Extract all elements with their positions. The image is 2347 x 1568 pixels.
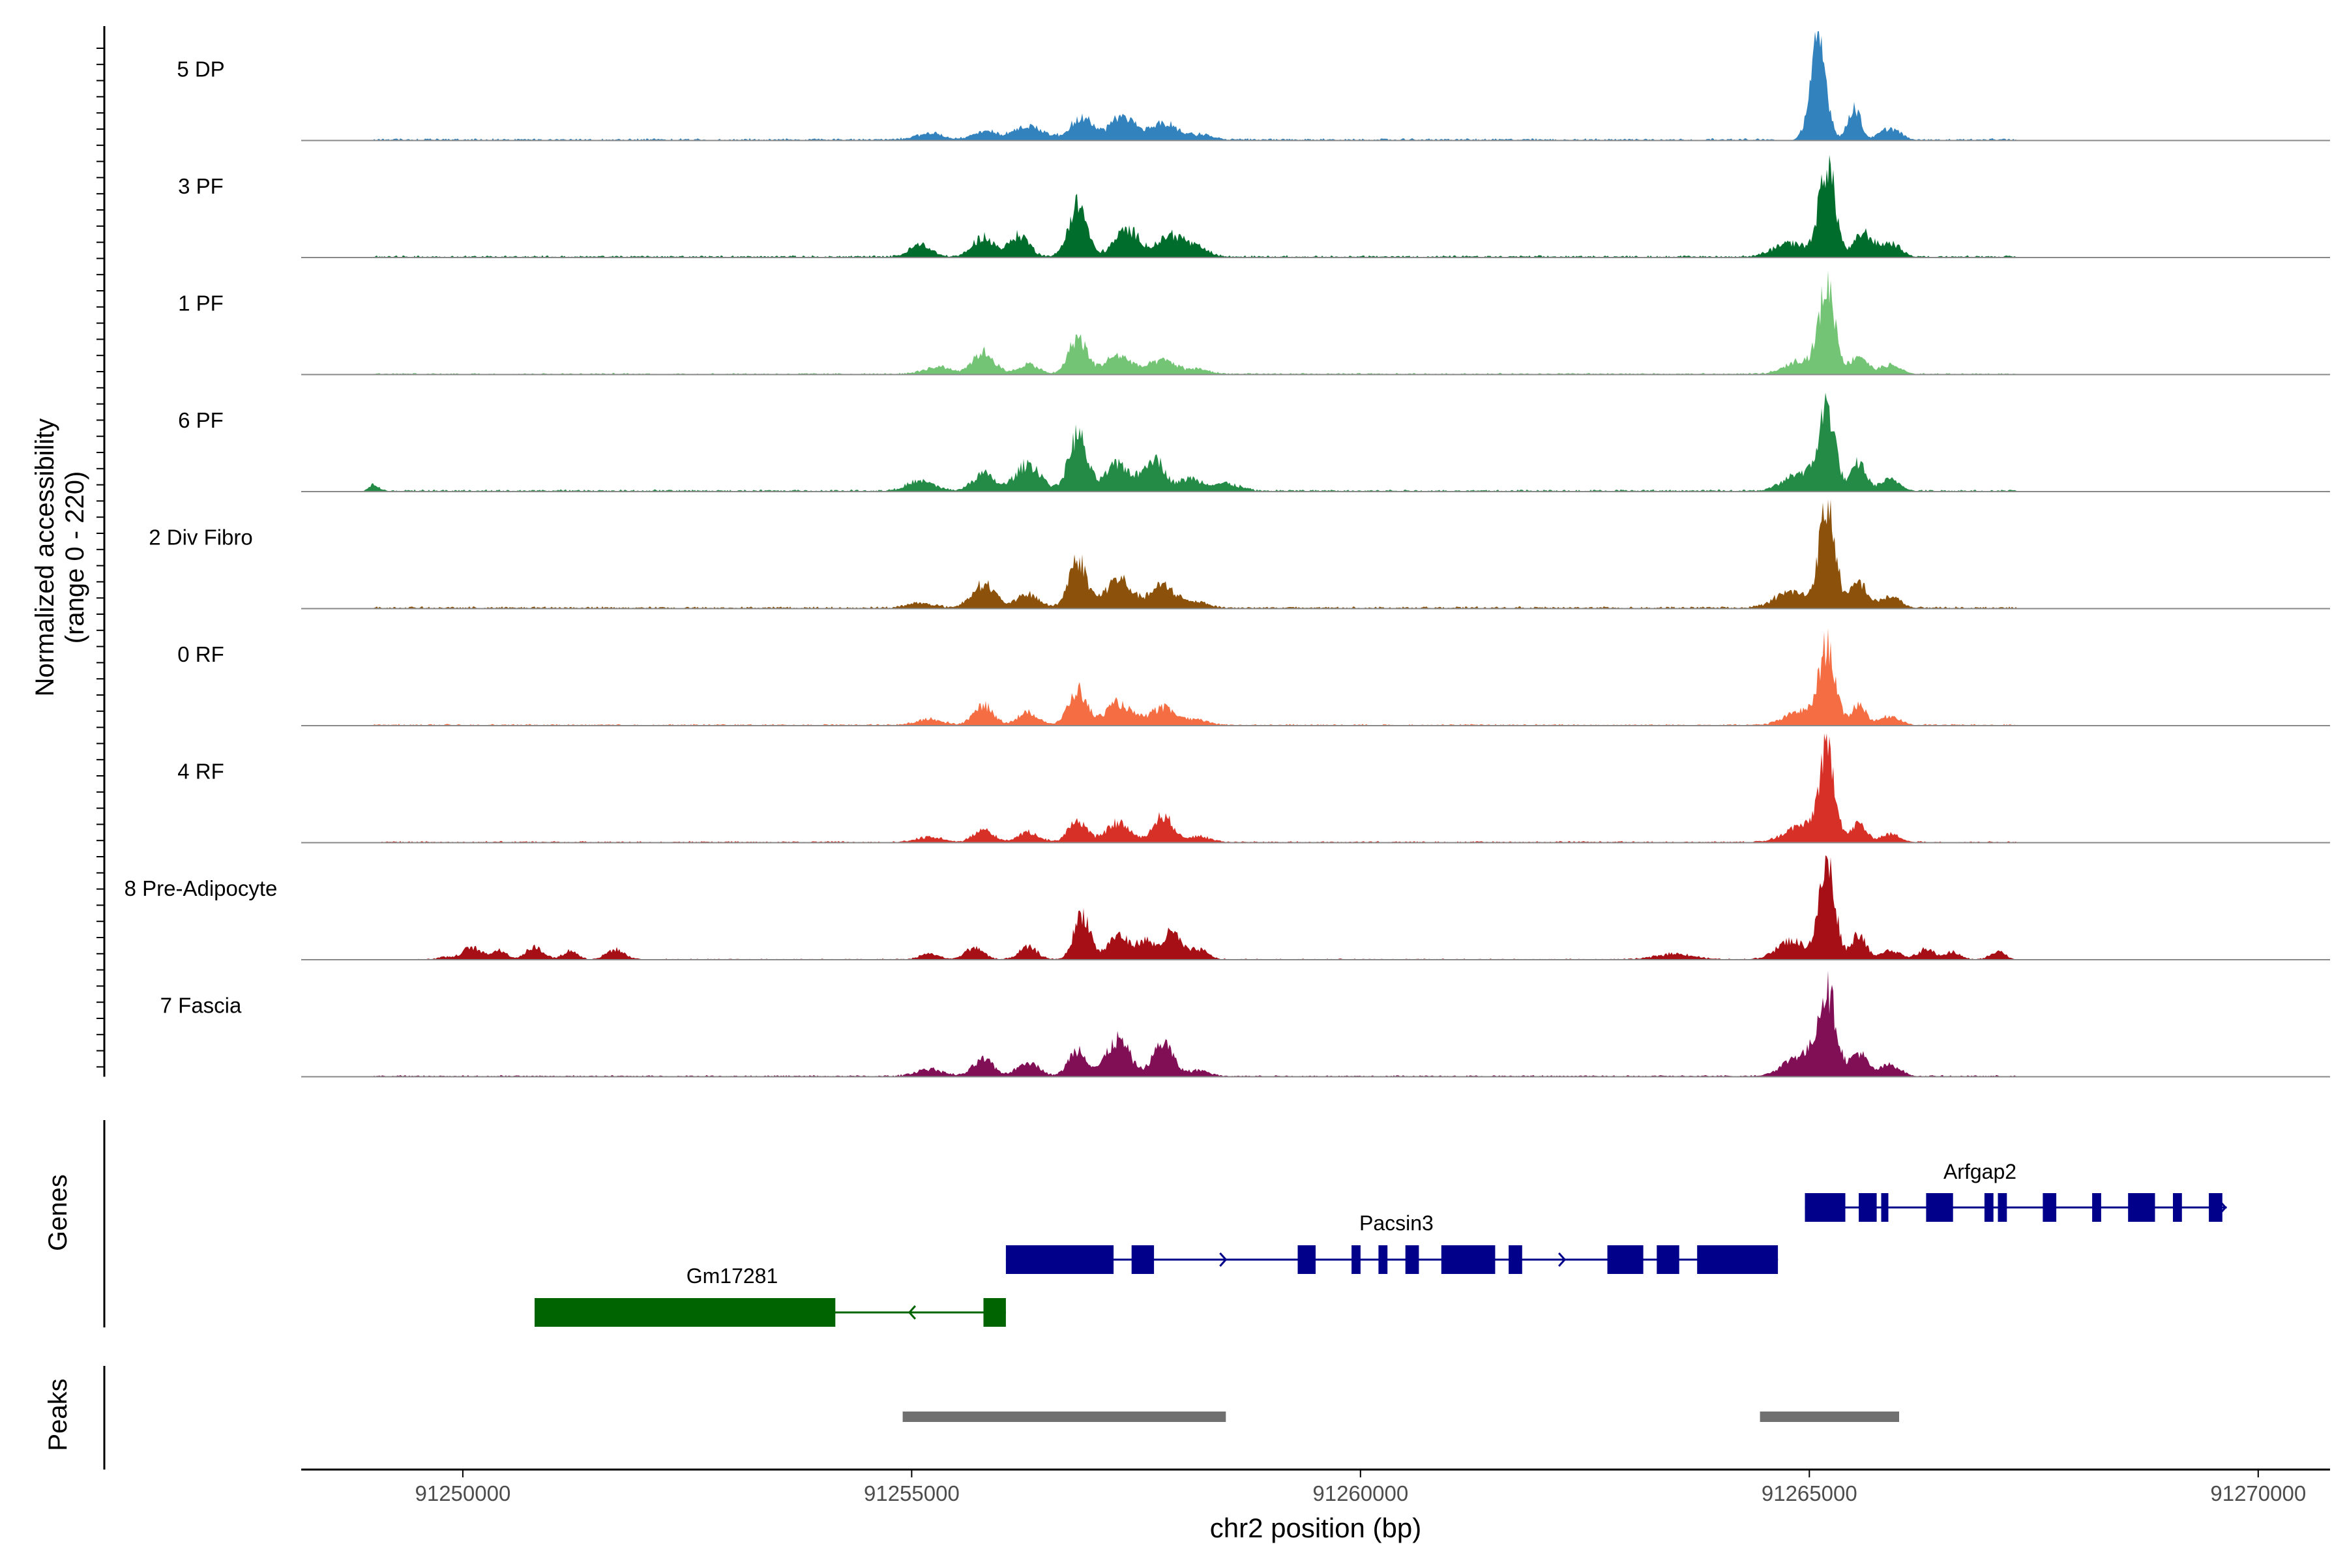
gene-exon — [1881, 1193, 1889, 1222]
gene-exon — [1509, 1245, 1522, 1274]
gene-exon — [1926, 1193, 1953, 1222]
track-label: 0 RF — [177, 642, 224, 666]
coverage-area-6-pf — [301, 392, 2330, 492]
track-1-pf: 1 PF — [178, 270, 2330, 376]
y-axis-title-line1: Normalized accessibility — [31, 419, 59, 697]
track-label: 1 PF — [178, 291, 224, 316]
x-axis-title: chr2 position (bp) — [1210, 1513, 1422, 1543]
peak-region — [1760, 1412, 1899, 1422]
track-0-rf: 0 RF — [177, 628, 2330, 726]
y-axis-title-line2: (range 0 - 220) — [61, 471, 89, 644]
gene-gm17281: Gm17281 — [535, 1264, 1006, 1327]
peaks-panel-label: Peaks — [44, 1378, 72, 1451]
genes-panel-label: Genes — [44, 1174, 72, 1251]
coverage-area-3-pf — [301, 155, 2330, 258]
x-tick-label: 91265000 — [1762, 1481, 1857, 1505]
coverage-tracks: 5 DP 3 PF 1 PF 6 PF 2 Div Fibro 0 RF 4 RF 8 Pre… — [125, 31, 2330, 1078]
gene-exon — [1297, 1245, 1316, 1274]
gene-label: Pacsin3 — [1359, 1211, 1434, 1235]
strand-arrow — [908, 1305, 917, 1320]
gene-exon — [2043, 1193, 2057, 1222]
gene-exon — [1351, 1245, 1361, 1274]
gene-exon — [2128, 1193, 2155, 1222]
track-6-pf: 6 PF — [178, 392, 2330, 492]
gene-pacsin3: Pacsin3 — [1005, 1211, 1779, 1274]
coverage-area-4-rf — [301, 733, 2330, 843]
x-tick-label: 91250000 — [415, 1481, 510, 1505]
coverage-area-8-pre-adipocyte — [301, 855, 2330, 960]
gene-exon — [1998, 1193, 2007, 1222]
strand-arrow — [1557, 1252, 1567, 1267]
gene-exon — [1005, 1245, 1114, 1274]
track-label: 2 Div Fibro — [149, 525, 253, 550]
gene-exon — [2173, 1193, 2182, 1222]
gene-exon — [983, 1298, 1006, 1327]
x-tick-label: 91260000 — [1312, 1481, 1408, 1505]
track-3-pf: 3 PF — [178, 155, 2330, 258]
gene-exon — [1607, 1245, 1644, 1274]
coverage-area-2-div-fibro — [301, 499, 2330, 609]
gene-exon — [535, 1298, 836, 1327]
track-label: 3 PF — [178, 174, 224, 198]
track-label: 8 Pre-Adipocyte — [125, 876, 278, 900]
track-2-div-fibro: 2 Div Fibro — [149, 499, 2330, 610]
peaks-panel — [103, 1366, 1899, 1470]
y-axis — [96, 26, 106, 1077]
gene-exon — [1657, 1245, 1679, 1274]
track-label: 5 DP — [177, 57, 224, 81]
coverage-area-5-dp — [301, 31, 2330, 141]
gene-label: Arfgap2 — [1943, 1160, 2016, 1183]
gene-exon — [1859, 1193, 1877, 1222]
gene-exon — [1805, 1193, 1846, 1222]
gene-exon — [1405, 1245, 1419, 1274]
coverage-area-7-fascia — [301, 970, 2330, 1077]
track-4-rf: 4 RF — [177, 733, 2330, 844]
gene-label: Gm17281 — [686, 1264, 778, 1288]
gene-exon — [1984, 1193, 1994, 1222]
gene-exon — [2092, 1193, 2101, 1222]
x-tick-label: 91255000 — [864, 1481, 960, 1505]
gene-exon — [1131, 1245, 1155, 1274]
track-5-dp: 5 DP — [177, 31, 2330, 141]
coverage-area-0-rf — [301, 628, 2330, 726]
track-7-fascia: 7 Fascia — [160, 970, 2330, 1078]
genes-panel: Arfgap2 Pacsin3 Gm17281 — [103, 1120, 2227, 1327]
x-axis: 91250000 91255000 91260000 91265000 91270000 — [301, 1468, 2330, 1505]
track-label: 6 PF — [178, 408, 224, 432]
x-tick-label: 91270000 — [2210, 1481, 2306, 1505]
gene-arfgap2: Arfgap2 — [1805, 1160, 2227, 1222]
gene-exon — [1441, 1245, 1496, 1274]
gene-exon — [1697, 1245, 1779, 1274]
gene-exon — [2209, 1193, 2222, 1222]
track-8-pre-adipocyte: 8 Pre-Adipocyte — [125, 855, 2330, 960]
coverage-area-1-pf — [301, 270, 2330, 375]
track-label: 4 RF — [177, 760, 224, 784]
peak-region — [902, 1412, 1226, 1422]
gene-exon — [1378, 1245, 1388, 1274]
track-label: 7 Fascia — [160, 994, 242, 1018]
strand-arrow — [1219, 1252, 1228, 1267]
